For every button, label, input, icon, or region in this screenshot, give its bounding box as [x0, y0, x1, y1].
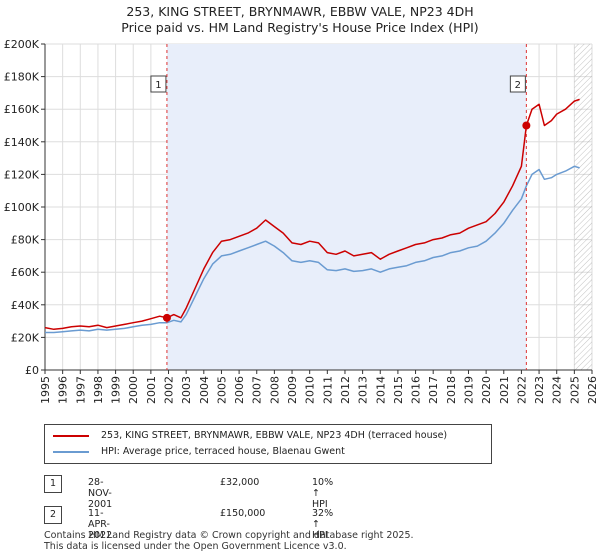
legend-label-hpi: HPI: Average price, terraced house, Blae… [101, 446, 345, 457]
x-tick-label: 2015 [392, 376, 405, 404]
sale-point [522, 121, 531, 130]
transaction-price: £32,000 [220, 477, 260, 488]
x-tick-label: 2011 [321, 376, 334, 404]
chart-subtitle: Price paid vs. HM Land Registry's House … [121, 20, 479, 35]
transaction-number: 1 [44, 475, 62, 493]
transaction-hpi-change: 10% ↑ HPI [312, 477, 334, 510]
y-tick-label: £0 [25, 364, 39, 377]
ownership-shading [166, 44, 527, 370]
x-tick-label: 2022 [515, 376, 528, 404]
x-tick-label: 2023 [533, 376, 546, 404]
transaction-number: 2 [44, 506, 62, 524]
y-tick-label: £40K [11, 299, 40, 312]
sale-label-frame [150, 75, 167, 93]
sale-point [162, 313, 171, 322]
footer: Contains HM Land Registry data © Crown c… [44, 530, 414, 552]
x-tick-label: 2005 [215, 376, 228, 404]
legend-swatch-hpi [53, 450, 89, 453]
series-line-property [44, 98, 580, 331]
footer-license: This data is licensed under the Open Gov… [44, 541, 347, 552]
x-tick-label: 2024 [551, 376, 564, 404]
transaction-date: 28-NOV-2001 [88, 477, 113, 510]
sale-label-box: 2 [509, 75, 526, 93]
legend-label-property: 253, KING STREET, BRYNMAWR, EBBW VALE, N… [101, 430, 448, 441]
x-tick-label: 1997 [74, 376, 87, 404]
x-tick-label: 2012 [339, 376, 352, 404]
x-tick-label: 2003 [180, 376, 193, 404]
footer-copyright: Contains HM Land Registry data © Crown c… [44, 530, 414, 541]
legend-item-property: 253, KING STREET, BRYNMAWR, EBBW VALE, N… [53, 430, 447, 441]
y-tick-label: £180K [4, 71, 40, 84]
y-tick-label: £60K [11, 266, 40, 279]
x-tick-label: 2020 [480, 376, 493, 404]
y-tick-label: £80K [11, 234, 40, 247]
x-tick-label: 2000 [127, 376, 140, 404]
sale-label-box: 1 [150, 75, 167, 93]
y-tick-label: £120K [4, 168, 40, 181]
x-tick-label: 1999 [110, 376, 123, 404]
x-tick-label: 2014 [374, 376, 387, 404]
x-tick-label: 2019 [462, 376, 475, 404]
legend-swatch-property [53, 434, 89, 437]
x-tick-label: 2017 [427, 376, 440, 404]
y-tick-label: £20K [11, 331, 40, 344]
price-chart: £0 £20K £40K £60K £80K £100K £120K £140K £160K £1… [4, 38, 599, 404]
x-tick-label: 2018 [445, 376, 458, 404]
series-line-hpi [45, 165, 580, 334]
y-tick-label: £160K [4, 103, 40, 116]
x-tick-label: 1995 [39, 376, 52, 404]
legend-item-hpi: HPI: Average price, terraced house, Blae… [53, 446, 345, 457]
transaction-date: 11-APR-2022 [88, 508, 113, 541]
x-tick-label: 2008 [268, 376, 281, 404]
x-tick-label: 2002 [163, 376, 176, 404]
transaction-hpi-change: 32% ↑ HPI [312, 508, 334, 541]
chart-title: 253, KING STREET, BRYNMAWR, EBBW VALE, N… [126, 4, 474, 19]
x-tick-label: 2004 [198, 376, 211, 404]
x-tick-label: 1998 [92, 376, 105, 404]
x-tick-label: 2013 [357, 376, 370, 404]
sale-label-frame [509, 75, 526, 93]
chart-legend: 253, KING STREET, BRYNMAWR, EBBW VALE, N… [44, 424, 492, 464]
forecast-hatch [574, 44, 592, 370]
x-tick-label: 2001 [145, 376, 158, 404]
x-tick-label: 2007 [251, 376, 264, 404]
x-tick-label: 2016 [410, 376, 423, 404]
x-tick-label: 2026 [586, 376, 599, 404]
y-tick-label: £200K [4, 38, 40, 51]
x-tick-label: 2009 [286, 376, 299, 404]
transaction-price: £150,000 [220, 508, 266, 519]
x-tick-label: 1996 [57, 376, 70, 404]
x-tick-label: 2025 [568, 376, 581, 404]
x-tick-label: 2021 [498, 376, 511, 404]
x-tick-label: 2006 [233, 376, 246, 404]
sale-label-number: 1 [155, 80, 161, 91]
y-tick-label: £140K [4, 136, 40, 149]
sale-label-number: 2 [515, 80, 521, 91]
y-tick-label: £100K [4, 201, 40, 214]
x-tick-label: 2010 [304, 376, 317, 404]
